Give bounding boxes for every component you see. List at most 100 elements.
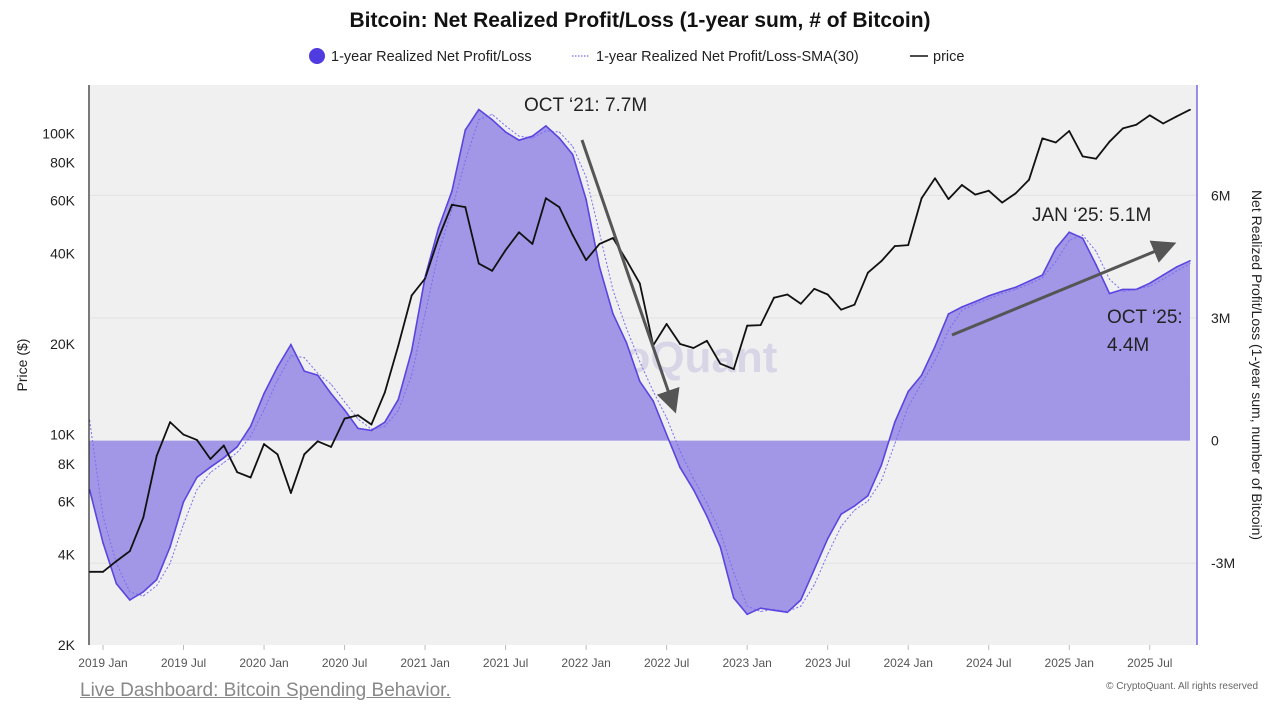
price-point [987,189,990,192]
sma-point [840,525,842,527]
price-point [209,458,212,460]
price-point [303,453,306,456]
x-tick-label: 2020 Jul [322,656,367,670]
nrpl-point [947,313,950,315]
sma-point [451,209,453,211]
price-point [638,282,641,285]
sma-point [800,605,802,607]
nrpl-point [397,398,400,401]
nrpl-point [867,495,869,497]
nrpl-point [598,266,601,268]
legend-item-sma[interactable]: 1-year Realized Net Profit/Loss-SMA(30) [572,49,859,65]
price-point [558,206,561,208]
nrpl-point [102,542,104,544]
sma-point [169,562,171,564]
annotation-oct-25: OCT ‘25: 4.4M [951,240,1183,356]
sma-point [947,329,949,331]
sma-point [478,119,480,121]
sma-point [880,480,882,482]
sma-point [1189,263,1191,265]
price-point [128,550,131,553]
sma-point [934,360,936,362]
nrpl-point [974,300,977,303]
live-dashboard-link[interactable]: Live Dashboard: Bitcoin Spending Behavio… [80,680,451,701]
sma-point [1162,278,1164,280]
annotation-oct-25-line1: OCT ‘25: [1107,307,1183,328]
nrpl-point [1055,247,1057,250]
sma-point [424,313,426,315]
annotation-jan-25: JAN ‘25: 5.1M [1032,205,1151,226]
price-point [612,237,614,239]
annotation-oct-21: OCT ‘21: 7.7M [524,95,680,414]
price-point [477,262,480,265]
x-tick-label: 2023 Jul [805,656,850,670]
nrpl-point [196,476,198,479]
price-point [196,439,198,441]
sma-point [263,409,265,411]
sma-point [1095,250,1097,252]
nrpl-point [1108,292,1111,295]
price-point [1028,178,1030,181]
sma-point [599,232,601,234]
nrpl-point [343,409,346,411]
legend-label-sma: 1-year Realized Net Profit/Loss-SMA(30) [596,49,859,65]
nrpl-point [625,341,628,344]
sma-point [746,605,748,607]
sma-point [531,137,533,139]
price-point [840,308,842,311]
annotation-jan-25-text: JAN ‘25: 5.1M [1032,205,1151,226]
left-tick-label: 4K [58,546,76,562]
nrpl-point [464,129,467,131]
sma-point [786,610,788,612]
price-point [880,260,883,263]
price-point [316,440,319,443]
legend-item-nrpl[interactable]: 1-year Realized Net Profit/Loss [309,48,532,65]
price-point [222,444,225,447]
nrpl-point [813,568,816,571]
nrpl-point [826,537,829,540]
price-point [236,471,239,474]
nrpl-point [236,445,238,448]
left-tick-label: 20K [50,336,76,352]
nrpl-point [934,345,936,348]
price-point [1175,115,1178,118]
nrpl-point [920,374,923,377]
price-point [1108,140,1111,143]
nrpl-point [531,135,534,137]
price-point [1001,201,1004,204]
price-point [1068,130,1071,132]
price-point [934,177,936,180]
sma-point [988,298,990,300]
nrpl-point [1122,288,1124,291]
price-point [504,249,507,252]
left-tick-label: 80K [50,155,76,171]
sma-point [1135,288,1137,290]
price-point [544,197,547,200]
x-tick-label: 2021 Jul [483,656,528,670]
price-point [263,443,265,445]
sma-point [317,372,319,374]
price-point [692,347,695,349]
price-point [289,492,292,494]
sma-point [209,472,211,474]
sma-point [625,327,627,329]
legend-item-price[interactable]: price [910,49,964,65]
x-tick-label: 2021 Jan [400,656,449,670]
data-points [88,108,1191,616]
sma-point [384,425,386,427]
sma-point [411,374,413,376]
price-point [719,362,722,365]
price-point [155,454,158,457]
sma-point [1149,285,1151,287]
price-point [1081,155,1084,158]
sma-point [1122,290,1124,292]
sma-point [545,130,547,132]
sma-point [290,355,292,357]
price-point [1054,141,1057,144]
left-tick-label: 100K [42,126,75,142]
left-axis-label: Price ($) [14,339,30,392]
nrpl-point [1068,231,1071,233]
nrpl-point [1175,266,1178,268]
nrpl-point [732,597,735,599]
price-point [102,570,104,573]
